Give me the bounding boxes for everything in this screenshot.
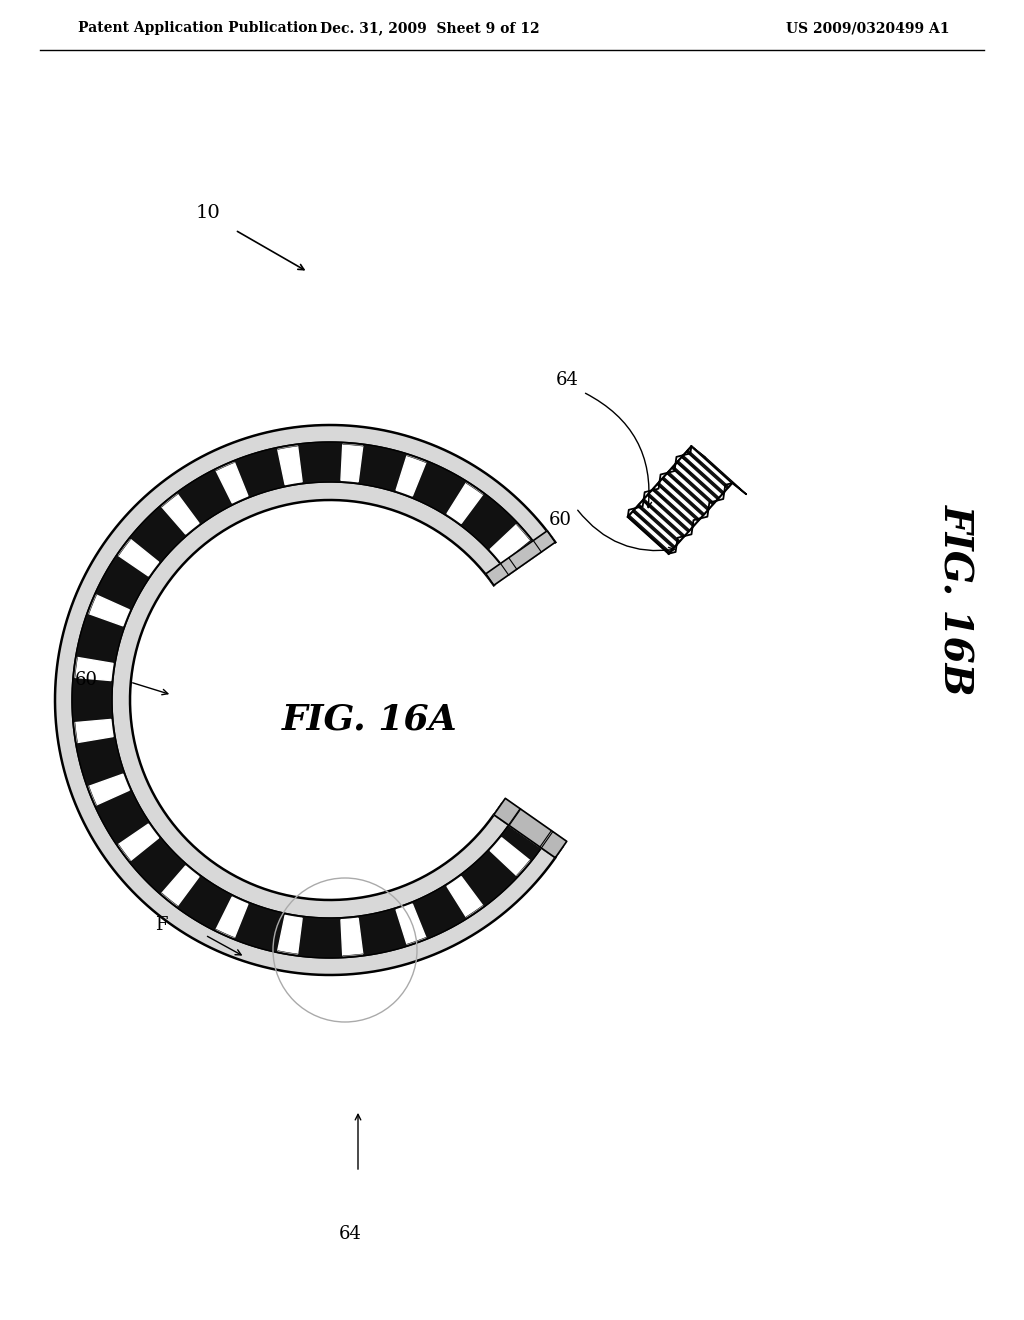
Polygon shape (642, 498, 686, 537)
Polygon shape (490, 838, 529, 875)
Polygon shape (341, 919, 362, 956)
Polygon shape (119, 824, 159, 861)
Polygon shape (628, 446, 706, 528)
Polygon shape (485, 531, 555, 585)
Polygon shape (89, 595, 129, 626)
Polygon shape (647, 492, 690, 532)
Polygon shape (341, 445, 362, 482)
Polygon shape (635, 506, 679, 545)
Text: Dec. 31, 2009  Sheet 9 of 12: Dec. 31, 2009 Sheet 9 of 12 (321, 21, 540, 36)
Polygon shape (640, 500, 683, 540)
Text: 60: 60 (549, 511, 571, 529)
Polygon shape (657, 482, 700, 521)
Text: F: F (155, 916, 168, 935)
Text: 10: 10 (196, 205, 220, 222)
Polygon shape (686, 449, 730, 488)
Polygon shape (396, 904, 426, 944)
Polygon shape (446, 483, 482, 524)
Polygon shape (684, 451, 727, 491)
Polygon shape (670, 469, 713, 507)
Polygon shape (490, 524, 529, 562)
Text: 64: 64 (556, 371, 579, 389)
Polygon shape (672, 466, 715, 504)
Polygon shape (75, 719, 113, 743)
Polygon shape (679, 457, 723, 496)
Text: 60: 60 (75, 671, 98, 689)
Polygon shape (278, 446, 302, 484)
Polygon shape (654, 484, 698, 524)
Polygon shape (638, 503, 681, 543)
Polygon shape (667, 471, 711, 511)
Text: 64: 64 (339, 1225, 361, 1243)
Text: FIG. 16B: FIG. 16B (936, 504, 974, 696)
Polygon shape (396, 455, 426, 496)
Polygon shape (278, 915, 302, 954)
Polygon shape (662, 477, 706, 516)
Polygon shape (89, 774, 129, 805)
Polygon shape (682, 454, 725, 494)
Polygon shape (650, 490, 693, 529)
Polygon shape (55, 425, 555, 975)
Polygon shape (689, 446, 732, 486)
Polygon shape (216, 898, 248, 937)
Polygon shape (659, 479, 702, 519)
Polygon shape (691, 446, 746, 495)
Polygon shape (162, 866, 199, 906)
Polygon shape (630, 511, 674, 550)
Polygon shape (645, 495, 688, 535)
Polygon shape (75, 657, 113, 681)
Polygon shape (72, 442, 542, 958)
Polygon shape (633, 508, 676, 548)
Text: FIG. 16A: FIG. 16A (283, 704, 458, 737)
Polygon shape (119, 540, 159, 576)
Polygon shape (216, 462, 248, 503)
Text: US 2009/0320499 A1: US 2009/0320499 A1 (786, 21, 950, 36)
Polygon shape (652, 487, 695, 527)
Polygon shape (112, 482, 509, 917)
Polygon shape (628, 515, 671, 553)
Polygon shape (665, 474, 708, 513)
Polygon shape (674, 462, 718, 502)
Text: Patent Application Publication: Patent Application Publication (78, 21, 317, 36)
Polygon shape (162, 494, 199, 535)
Polygon shape (494, 799, 566, 858)
Polygon shape (677, 459, 720, 499)
Polygon shape (446, 876, 482, 917)
Polygon shape (494, 804, 563, 858)
